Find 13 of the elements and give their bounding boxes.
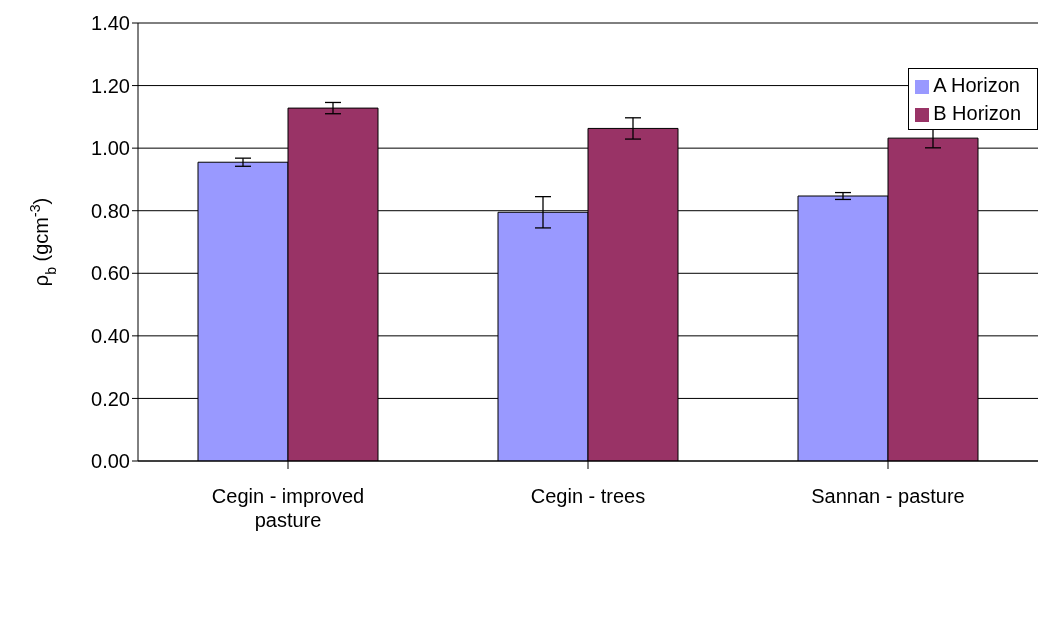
y-tick-label: 0.00 — [91, 450, 130, 473]
y-tick-label: 1.40 — [91, 12, 130, 35]
x-tick-label: Cegin - trees — [530, 485, 646, 507]
y-tick-label: 0.20 — [91, 387, 130, 410]
y-tick-label: 0.80 — [91, 199, 130, 222]
y-tick-label: 1.00 — [91, 137, 130, 160]
x-tick-label: Sannan - pasture — [811, 485, 965, 507]
legend-label: A Horizon — [933, 74, 1020, 96]
legend-label: B Horizon — [933, 102, 1021, 124]
y-tick-label: 0.40 — [91, 324, 130, 347]
y-tick-label: 0.60 — [91, 262, 130, 285]
x-tick-label: Cegin - improved pasture — [211, 485, 365, 531]
y-tick-label: 1.20 — [91, 74, 130, 97]
